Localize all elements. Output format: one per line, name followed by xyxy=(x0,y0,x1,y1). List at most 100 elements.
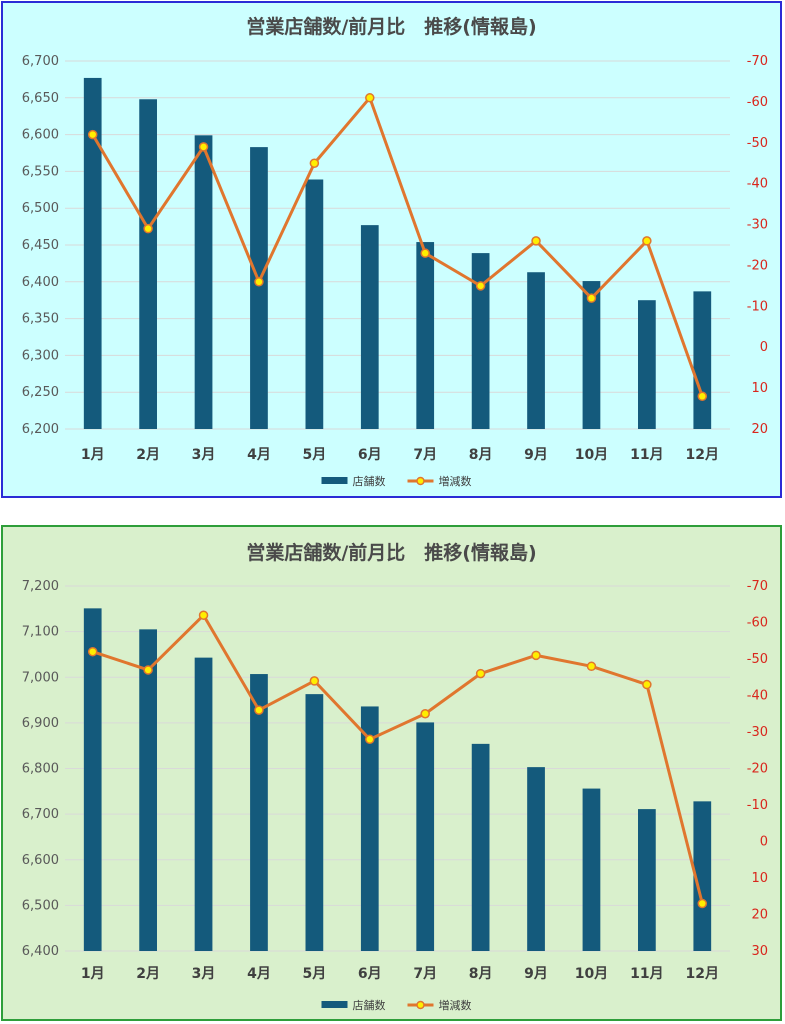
y-left-tick-label: 6,500 xyxy=(22,898,59,913)
bar xyxy=(471,743,490,951)
bar xyxy=(194,657,213,951)
bar xyxy=(139,629,157,951)
x-tick-label: 8月 xyxy=(469,966,493,982)
x-tick-label: 12月 xyxy=(686,966,719,982)
bar xyxy=(305,179,324,429)
line-point xyxy=(642,236,652,246)
line-point xyxy=(475,668,486,679)
y-left-tick-label: 6,550 xyxy=(22,164,59,179)
x-tick-label: 5月 xyxy=(303,447,327,463)
y-right-tick-label: -10 xyxy=(747,798,768,813)
line-point xyxy=(697,391,708,402)
x-tick-label: 6月 xyxy=(358,447,382,463)
bar xyxy=(416,722,435,951)
y-left-tick-label: 7,200 xyxy=(22,579,59,594)
line-point xyxy=(586,661,597,672)
bar xyxy=(83,608,102,951)
chart-1-svg: 営業店舗数/前月比 推移(情報島) 6,200 6,250 6,300 6,350 6,4… xyxy=(22,15,768,488)
x-tick-label: 7月 xyxy=(413,447,437,463)
bar xyxy=(693,291,712,429)
y-right-tick-label: -60 xyxy=(747,616,768,631)
bar xyxy=(527,767,545,951)
y-right-tick-label: -10 xyxy=(747,299,768,314)
x-tick-label: 11月 xyxy=(630,447,663,463)
x-tick-label: 1月 xyxy=(81,966,105,982)
chart-title: 営業店舗数/前月比 推移(情報島) xyxy=(246,541,536,564)
y-right-tick-label: 10 xyxy=(751,871,768,886)
bar xyxy=(194,135,213,429)
legend-label: 増減数 xyxy=(439,474,472,488)
legend-label: 増減数 xyxy=(439,998,472,1012)
y-right-tick-label: 0 xyxy=(760,340,768,355)
x-tick-label: 8月 xyxy=(469,447,493,463)
y-left-tick-label: 6,250 xyxy=(22,385,59,400)
bar xyxy=(527,272,545,429)
bar xyxy=(582,281,601,429)
y-right-tick-label: -30 xyxy=(747,725,768,740)
chart-title: 営業店舗数/前月比 推移(情報島) xyxy=(246,15,536,38)
y-right-tick-label: 20 xyxy=(751,422,768,437)
bar xyxy=(638,300,656,429)
bar xyxy=(139,99,157,429)
legend-swatch-marker xyxy=(416,476,425,486)
y-left-tick-label: 6,400 xyxy=(22,944,59,959)
y-right-tick-label: -60 xyxy=(747,95,768,110)
legend-label: 店舗数 xyxy=(353,998,386,1012)
y-left-tick-label: 6,800 xyxy=(22,762,59,777)
y-left-tick-label: 6,300 xyxy=(22,348,59,363)
bar xyxy=(638,809,656,951)
x-tick-label: 12月 xyxy=(686,447,719,463)
series-line xyxy=(92,613,704,904)
y-right-tick-label: -40 xyxy=(747,689,768,704)
line-point xyxy=(642,679,652,690)
y-right-tick-label: -20 xyxy=(747,762,768,777)
y-right-tick-label: -20 xyxy=(747,258,768,273)
legend-swatch-bar xyxy=(321,477,348,484)
line-point xyxy=(531,236,541,246)
y-left-tick-label: 6,700 xyxy=(22,54,59,69)
x-tick-label: 10月 xyxy=(575,447,608,463)
bar xyxy=(582,788,601,951)
line-point xyxy=(198,142,209,152)
y-left-tick-label: 6,400 xyxy=(22,275,59,290)
line-point xyxy=(198,610,209,620)
y-left-tick-label: 6,650 xyxy=(22,91,59,106)
bar xyxy=(83,77,102,429)
bar xyxy=(471,253,490,429)
y-right-tick-label: 20 xyxy=(751,908,768,923)
line-point xyxy=(254,705,264,715)
y-left-tick-label: 7,000 xyxy=(22,670,59,685)
bar xyxy=(360,706,379,951)
line-point xyxy=(420,709,430,719)
y-right-tick-label: 10 xyxy=(751,381,768,396)
y-left-tick-label: 7,100 xyxy=(22,625,59,640)
y-left-tick-label: 6,500 xyxy=(22,201,59,216)
bar xyxy=(250,674,268,951)
x-tick-label: 2月 xyxy=(136,447,160,463)
y-right-tick-label: -50 xyxy=(747,136,768,151)
line-point xyxy=(143,223,153,234)
y-left-tick-label: 6,350 xyxy=(22,312,59,327)
line-point xyxy=(365,734,375,745)
y-right-tick-label: -40 xyxy=(747,177,768,192)
x-tick-label: 3月 xyxy=(192,966,216,982)
x-tick-label: 3月 xyxy=(192,447,216,463)
legend-label: 店舗数 xyxy=(353,474,386,488)
line-point xyxy=(531,650,541,661)
y-right-tick-label: 0 xyxy=(760,835,768,850)
chart-2-svg: 営業店舗数/前月比 推移(情報島) 6,400 6,500 6,600 6,700 6,8… xyxy=(22,541,768,1012)
line-point xyxy=(697,898,708,909)
line-point xyxy=(87,646,98,657)
y-right-tick-label: -50 xyxy=(747,652,768,667)
series-line xyxy=(91,96,704,397)
legend-swatch-marker xyxy=(416,1000,425,1010)
x-tick-label: 4月 xyxy=(247,966,271,982)
y-left-tick-label: 6,600 xyxy=(22,128,59,143)
bar xyxy=(305,694,324,951)
y-left-tick-label: 6,700 xyxy=(22,807,59,822)
line-point xyxy=(87,129,98,140)
x-tick-label: 7月 xyxy=(413,966,437,982)
y-right-tick-label: -30 xyxy=(747,218,768,233)
line-point xyxy=(309,676,320,686)
x-tick-label: 4月 xyxy=(247,447,271,463)
